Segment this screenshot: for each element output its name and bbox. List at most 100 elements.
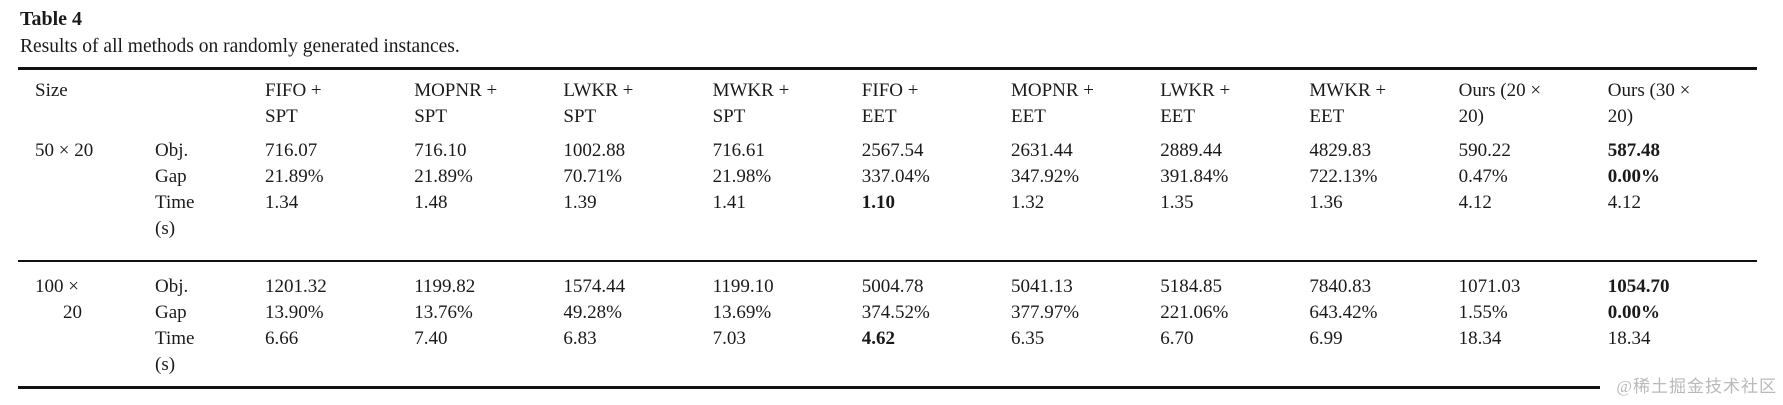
value-cell-mwkr-spt: 1199.10 13.69% 7.03: [713, 274, 862, 378]
col-header-size: Size: [35, 80, 68, 101]
gap-value: 21.98%: [712, 166, 772, 187]
gap-value: 337.04%: [861, 166, 930, 187]
value-cell-mopnr-spt: 716.10 21.89% 1.48: [414, 138, 563, 242]
gap-value: 374.52%: [861, 302, 930, 323]
results-table: Size FIFO + SPT MOPNR + SPT LWKR + SPT M…: [18, 67, 1757, 389]
watermark: @稀土掘金技术社区: [1600, 370, 1781, 404]
metric-label-time: Time (s): [155, 328, 195, 375]
metric-labels-cell: Obj. Gap Time (s): [155, 274, 265, 378]
table-caption: Results of all methods on randomly gener…: [20, 36, 460, 57]
value-cell-lwkr-eet: 5184.85 221.06% 6.70: [1160, 274, 1309, 378]
gap-value: 13.76%: [414, 302, 473, 323]
table-row-50x20: 50 × 20 Obj. Gap Time (s) 716.07 21.89% …: [18, 138, 1757, 260]
col-header-ours-20x20: Ours (20 × 20): [1458, 80, 1542, 127]
col-header-fifo-eet: FIFO + EET: [861, 80, 919, 127]
obj-value: 1199.10: [712, 276, 774, 297]
obj-value: 2631.44: [1010, 140, 1073, 161]
gap-value-best: 0.00%: [1607, 166, 1661, 187]
gap-value: 49.28%: [563, 302, 622, 323]
obj-value: 7840.83: [1309, 276, 1372, 297]
col-header-lwkr-eet: LWKR + EET: [1160, 80, 1231, 127]
value-cell-lwkr-spt: 1574.44 49.28% 6.83: [563, 274, 712, 378]
time-value: 7.40: [414, 328, 448, 349]
metric-label-gap: Gap: [155, 166, 187, 187]
value-cell-fifo-spt: 716.07 21.89% 1.34: [265, 138, 414, 242]
table-title: Table 4: [20, 8, 83, 30]
obj-value-best: 1054.70: [1607, 276, 1670, 297]
time-value-best: 4.62: [861, 328, 896, 349]
time-value: 1.32: [1010, 192, 1045, 213]
gap-value: 643.42%: [1309, 302, 1378, 323]
gap-value-best: 0.00%: [1607, 302, 1661, 323]
value-cell-mwkr-eet: 4829.83 722.13% 1.36: [1309, 138, 1458, 242]
gap-value: 1.55%: [1458, 302, 1508, 323]
value-cell-lwkr-spt: 1002.88 70.71% 1.39: [563, 138, 712, 242]
col-header-mopnr-spt: MOPNR + SPT: [414, 80, 498, 127]
time-value: 1.35: [1160, 192, 1194, 213]
gap-value: 722.13%: [1309, 166, 1378, 187]
col-header-mwkr-eet: MWKR + EET: [1309, 80, 1387, 127]
metric-label-obj: Obj.: [155, 140, 189, 161]
bottom-rule: [18, 386, 1757, 389]
value-cell-fifo-eet: 5004.78 374.52% 4.62: [862, 274, 1011, 378]
obj-value: 716.07: [265, 140, 318, 161]
gap-value: 13.69%: [712, 302, 772, 323]
obj-value: 1071.03: [1458, 276, 1521, 297]
metric-label-time: Time (s): [155, 192, 195, 239]
value-cell-ours-30x20: 1054.70 0.00% 18.34: [1608, 274, 1757, 378]
time-value: 18.34: [1458, 328, 1502, 349]
obj-value: 2889.44: [1160, 140, 1222, 161]
time-value: 1.41: [712, 192, 746, 213]
value-cell-fifo-eet: 2567.54 337.04% 1.10: [862, 138, 1011, 242]
mid-rule: [18, 260, 1757, 262]
value-cell-ours-30x20: 587.48 0.00% 4.12: [1608, 138, 1757, 242]
gap-value: 21.89%: [414, 166, 473, 187]
time-value: 6.70: [1160, 328, 1194, 349]
col-header-metric-empty: [155, 78, 265, 130]
obj-value: 590.22: [1458, 140, 1511, 161]
value-cell-mopnr-eet: 5041.13 377.97% 6.35: [1011, 274, 1160, 378]
obj-value: 5041.13: [1010, 276, 1073, 297]
col-header-lwkr-spt: LWKR + SPT: [563, 80, 634, 127]
col-header-fifo-spt: FIFO + SPT: [265, 80, 322, 127]
gap-value: 0.47%: [1458, 166, 1508, 187]
obj-value: 5184.85: [1160, 276, 1222, 297]
top-rule: [18, 67, 1757, 70]
time-value: 4.12: [1607, 192, 1642, 213]
gap-value: 221.06%: [1160, 302, 1229, 323]
obj-value: 716.10: [414, 140, 467, 161]
time-value: 7.03: [712, 328, 746, 349]
metric-label-obj: Obj.: [155, 276, 189, 297]
obj-value: 1002.88: [563, 140, 626, 161]
col-header-mwkr-spt: MWKR + SPT: [712, 80, 790, 127]
time-value: 1.39: [563, 192, 597, 213]
metric-label-gap: Gap: [155, 302, 187, 323]
time-value: 6.99: [1309, 328, 1343, 349]
value-cell-mwkr-eet: 7840.83 643.42% 6.99: [1309, 274, 1458, 378]
col-header-ours-30x20: Ours (30 × 20): [1607, 80, 1691, 127]
size-cell: 50 × 20: [35, 140, 94, 161]
size-cell: 100 × 20: [35, 276, 82, 323]
obj-value: 1574.44: [563, 276, 626, 297]
col-header-mopnr-eet: MOPNR + EET: [1010, 80, 1095, 127]
value-cell-mopnr-eet: 2631.44 347.92% 1.32: [1011, 138, 1160, 242]
value-cell-ours-20x20: 590.22 0.47% 4.12: [1459, 138, 1608, 242]
header-row: Size FIFO + SPT MOPNR + SPT LWKR + SPT M…: [18, 70, 1757, 138]
gap-value: 21.89%: [265, 166, 324, 187]
gap-value: 377.97%: [1010, 302, 1080, 323]
time-value-best: 1.10: [861, 192, 896, 213]
obj-value: 2567.54: [861, 140, 924, 161]
time-value: 18.34: [1607, 328, 1651, 349]
time-value: 1.34: [265, 192, 299, 213]
time-value: 6.66: [265, 328, 299, 349]
time-value: 6.83: [563, 328, 597, 349]
time-value: 1.48: [414, 192, 448, 213]
value-cell-mopnr-spt: 1199.82 13.76% 7.40: [414, 274, 563, 378]
value-cell-mwkr-spt: 716.61 21.98% 1.41: [713, 138, 862, 242]
value-cell-fifo-spt: 1201.32 13.90% 6.66: [265, 274, 414, 378]
time-value: 1.36: [1309, 192, 1343, 213]
gap-value: 70.71%: [563, 166, 622, 187]
obj-value: 1201.32: [265, 276, 327, 297]
gap-value: 391.84%: [1160, 166, 1229, 187]
